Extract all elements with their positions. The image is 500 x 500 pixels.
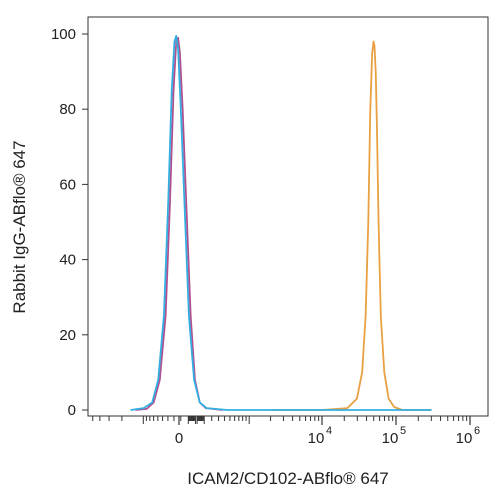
x-tick-exponent: 4 bbox=[326, 425, 332, 437]
y-axis-title: Rabbit IgG-ABflo® 647 bbox=[10, 140, 29, 313]
series-1-line bbox=[135, 36, 223, 411]
y-tick-label: 60 bbox=[59, 176, 76, 193]
y-tick-label: 100 bbox=[51, 26, 76, 43]
y-axis-ticks: 0 20 40 60 80 100 bbox=[51, 26, 88, 419]
x-tick-label: 10 bbox=[308, 430, 325, 447]
x-tick-label: 10 bbox=[456, 430, 473, 447]
x-tick-label: 0 bbox=[175, 430, 183, 447]
x-axis-minor-ticks bbox=[92, 416, 471, 424]
x-tick-exponent: 6 bbox=[474, 425, 480, 437]
y-tick-label: 80 bbox=[59, 101, 76, 118]
x-tick-exponent: 5 bbox=[400, 425, 406, 437]
x-axis-major-ticks: 0 10 4 10 5 10 6 bbox=[175, 416, 480, 447]
x-tick-label: 10 bbox=[382, 430, 399, 447]
x-axis-title: ICAM2/CD102-ABflo® 647 bbox=[187, 469, 389, 488]
y-tick-label: 40 bbox=[59, 252, 76, 269]
series-0-line bbox=[271, 40, 432, 411]
y-tick-label: 0 bbox=[68, 402, 76, 419]
y-tick-label: 20 bbox=[59, 327, 76, 344]
plot-frame bbox=[87, 16, 489, 417]
series-2-line bbox=[130, 34, 432, 411]
series-layer bbox=[130, 34, 432, 411]
